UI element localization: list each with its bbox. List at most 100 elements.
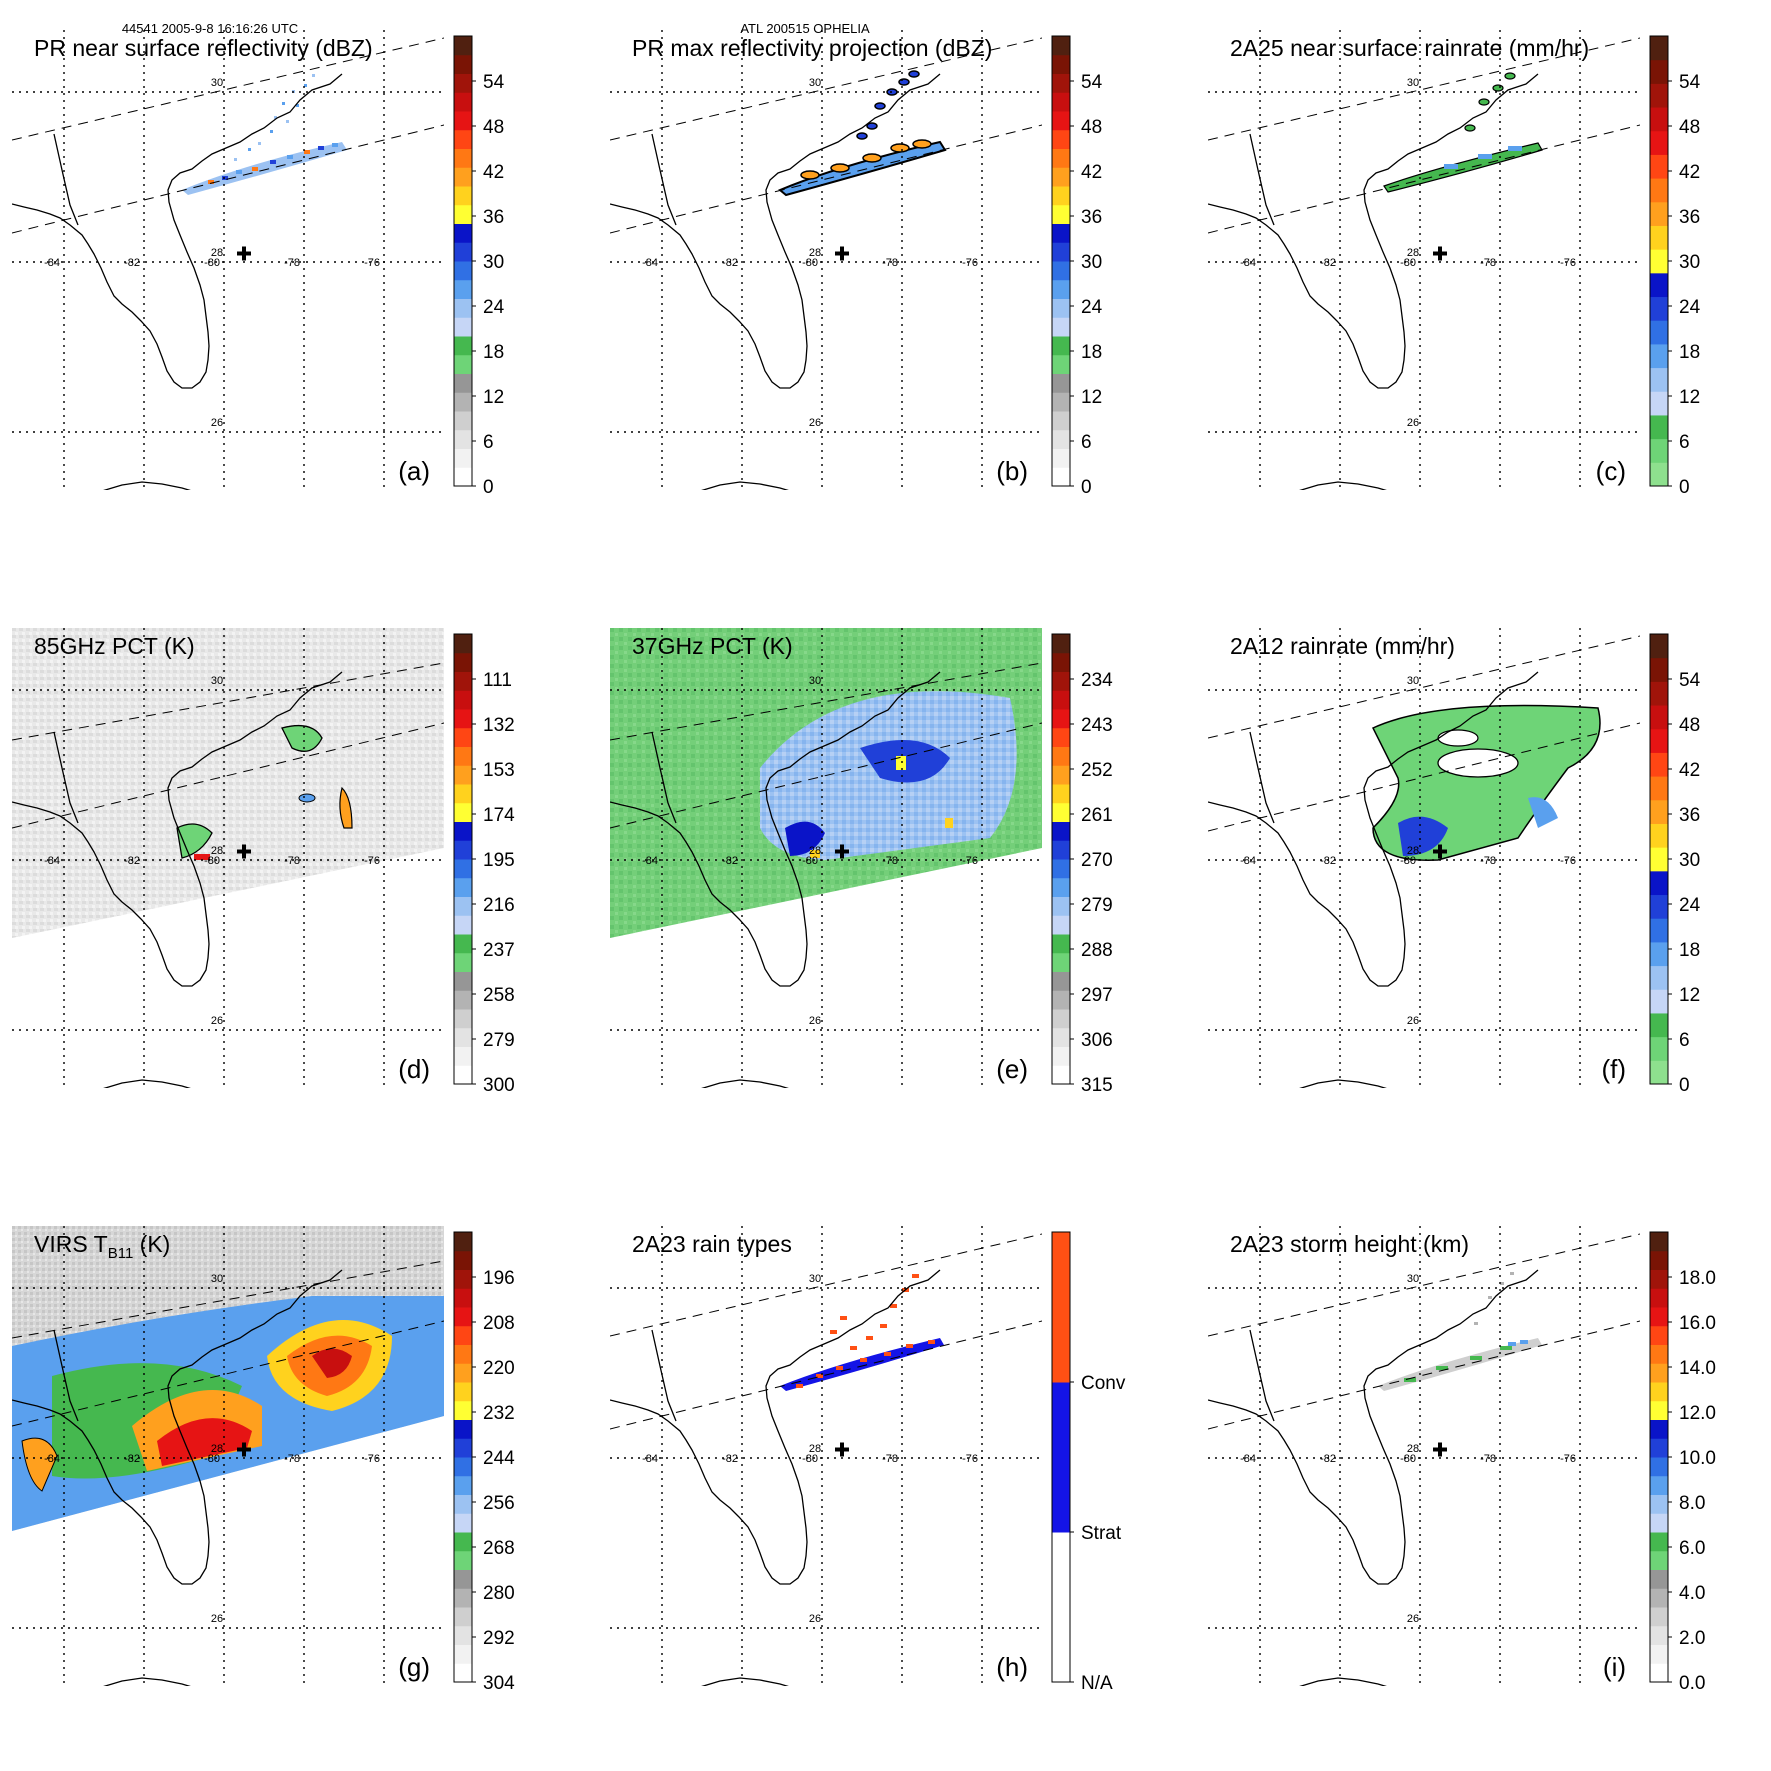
colorbar-tick-label: 36	[1081, 207, 1102, 228]
panel-letter: (i)	[1603, 1652, 1626, 1682]
lat-tick-label: 30	[1407, 1273, 1419, 1285]
map-area: -84-82-80-78-76-74343230282624	[1208, 933, 1660, 1771]
swath-edges	[610, 1234, 1042, 1429]
lat-lon-grid	[1208, 0, 1660, 602]
colorbar-tick-label: 10.0	[1679, 1448, 1716, 1469]
panel-title: 2A23 rain types	[632, 1231, 792, 1257]
panel-letter: (d)	[398, 1054, 430, 1084]
colorbar: 315 306 297 288 279 270 261 252 243 234	[1052, 634, 1113, 1096]
lon-tick-label: -78	[1480, 855, 1496, 867]
field-layer	[780, 71, 945, 195]
panel-letter: (f)	[1601, 1054, 1626, 1084]
panel-title: 37GHz PCT (K)	[632, 633, 793, 659]
colorbar: 0 6 12 18 24 30 36 42 48 54	[1650, 634, 1701, 1096]
storm-center-icon	[1433, 247, 1447, 261]
colorbar-tick-label: 24	[1081, 297, 1103, 318]
lat-tick-label: 32	[809, 1103, 821, 1115]
panel-grid: -84-82-80-78-76-74343230282624PR near su…	[12, 0, 1716, 1771]
lat-tick-label: 28	[1407, 1443, 1419, 1455]
lon-tick-label: -82	[124, 1453, 140, 1465]
panel-c: -84-82-80-78-76-743432302826242A25 near …	[1208, 0, 1701, 602]
lat-tick-label: 26	[809, 417, 821, 429]
colorbar-tick-label: 6	[1679, 432, 1690, 453]
colorbar-tick-label: 304	[483, 1673, 515, 1694]
colorbar-tick-label: 0	[1679, 1075, 1690, 1096]
lat-tick-label: 26	[1407, 417, 1419, 429]
colorbar-tick-label: 36	[1679, 207, 1700, 228]
field-layer	[610, 628, 1042, 938]
colorbar-tick-label: 258	[483, 985, 515, 1006]
colorbar-tick-label: 42	[483, 162, 504, 183]
coastline	[1208, 74, 1538, 512]
lat-tick-label: 30	[809, 675, 821, 687]
lon-tick-label: -84	[642, 1453, 658, 1465]
colorbar-tick-label: 0.0	[1679, 1673, 1705, 1694]
lat-tick-label: 24	[1407, 1185, 1419, 1197]
map-area: -84-82-80-78-76-74343230282624	[1208, 0, 1660, 602]
colorbar-tick-label: 4.0	[1679, 1583, 1705, 1604]
colorbar-tick-label: 234	[1081, 670, 1113, 691]
lat-tick-label: 32	[1407, 1103, 1419, 1115]
colorbar-tick-label: 42	[1679, 162, 1700, 183]
panel-title: 2A23 storm height (km)	[1230, 1231, 1469, 1257]
lat-tick-label: 24	[809, 1185, 821, 1197]
swath-edges	[12, 38, 444, 233]
lon-tick-label: -76	[1560, 1453, 1576, 1465]
lon-tick-label: -82	[722, 257, 738, 269]
lat-tick-label: 34	[211, 335, 223, 347]
storm-center-icon	[237, 247, 251, 261]
lon-tick-label: -82	[1320, 1453, 1336, 1465]
lat-tick-label: 26	[1407, 1015, 1419, 1027]
lon-tick-label: -78	[284, 257, 300, 269]
colorbar-tick-label: 24	[1679, 895, 1701, 916]
lon-tick-label: -76	[364, 257, 380, 269]
colorbar-tick-label: 54	[1679, 670, 1701, 691]
lat-tick-label: 34	[809, 335, 821, 347]
lon-tick-label: -78	[284, 1453, 300, 1465]
colorbar-tick-label: 315	[1081, 1075, 1113, 1096]
lon-tick-label: -82	[1320, 855, 1336, 867]
lon-tick-label: -82	[124, 855, 140, 867]
lat-tick-label: 30	[211, 1273, 223, 1285]
lat-lon-grid	[12, 0, 464, 602]
lat-lon-grid	[610, 948, 1062, 1771]
coastline	[12, 74, 342, 512]
field-layer	[12, 1226, 444, 1531]
lon-tick-label: -84	[642, 257, 658, 269]
colorbar-tick-label: 24	[1679, 297, 1701, 318]
colorbar-tick-label: 12	[1081, 387, 1102, 408]
panel-letter: (b)	[996, 456, 1028, 486]
colorbar-tick-label: 0	[1679, 477, 1690, 498]
lat-tick-label: 32	[211, 505, 223, 517]
colorbar: 0 6 12 18 24 30 36 42 48 54	[1052, 36, 1103, 498]
storm-center-icon	[1433, 1443, 1447, 1457]
colorbar-tick-label: 54	[483, 72, 505, 93]
lat-tick-label: 28	[1407, 845, 1419, 857]
colorbar-tick-label: Conv	[1081, 1373, 1126, 1394]
colorbar-tick-label: 220	[483, 1358, 515, 1379]
colorbar-tick-label: 270	[1081, 850, 1113, 871]
colorbar-tick-label: 42	[1081, 162, 1102, 183]
colorbar-tick-label: 6	[483, 432, 494, 453]
colorbar: 304 292 280 268 256 244 232 220 208 196	[454, 1232, 515, 1694]
map-area: -84-82-80-78-76-74343230282624	[12, 335, 464, 1200]
colorbar-tick-label: 48	[1679, 117, 1700, 138]
lat-tick-label: 24	[211, 587, 223, 599]
colorbar-tick-label: 153	[483, 760, 515, 781]
lat-tick-label: 24	[1407, 587, 1419, 599]
colorbar-tick-label: 216	[483, 895, 515, 916]
colorbar-tick-label: 12	[1679, 387, 1700, 408]
colorbar-tick-label: 12	[483, 387, 504, 408]
lat-tick-label: 32	[1407, 505, 1419, 517]
colorbar-tick-label: 244	[483, 1448, 515, 1469]
colorbar-tick-label: 54	[1679, 72, 1701, 93]
lat-lon-grid	[1208, 948, 1660, 1771]
colorbar-tick-label: 243	[1081, 715, 1113, 736]
lon-tick-label: -84	[44, 1453, 60, 1465]
panel-letter: (h)	[996, 1652, 1028, 1682]
colorbar-tick-label: 111	[483, 670, 512, 691]
colorbar-tick-label: 18	[1679, 342, 1700, 363]
lon-tick-label: -84	[44, 855, 60, 867]
storm-center-icon	[835, 247, 849, 261]
lon-tick-label: -76	[962, 257, 978, 269]
